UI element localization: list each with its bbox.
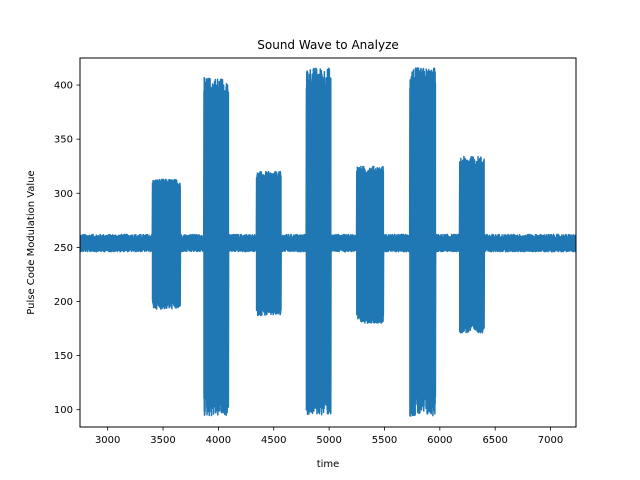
series-line-path bbox=[80, 67, 576, 417]
x-tick-label: 4000 bbox=[206, 435, 231, 446]
x-tick-label: 3000 bbox=[95, 435, 120, 446]
x-axis-ticks: 3000 3500 4000 4500 5000 5500 6000 6500 7000 bbox=[95, 427, 563, 446]
x-tick-label: 5000 bbox=[316, 435, 341, 446]
y-axis-ticks: 100 150 200 250 300 350 400 bbox=[54, 81, 80, 416]
y-tick-label: 150 bbox=[54, 351, 73, 362]
y-axis-label: Pulse Code Modulation Value bbox=[26, 170, 37, 314]
x-tick-label: 7000 bbox=[538, 435, 563, 446]
x-tick-label: 3500 bbox=[150, 435, 175, 446]
y-tick-label: 250 bbox=[54, 243, 73, 254]
y-tick-label: 400 bbox=[54, 81, 73, 92]
plot-frame bbox=[79, 57, 577, 428]
plot-area bbox=[79, 57, 577, 428]
y-tick-label: 100 bbox=[54, 405, 73, 416]
x-tick-label: 6000 bbox=[427, 435, 452, 446]
x-tick-label: 6500 bbox=[482, 435, 507, 446]
x-axis-label: time bbox=[317, 459, 340, 470]
y-tick-label: 350 bbox=[54, 135, 73, 146]
y-tick-label: 200 bbox=[54, 297, 73, 308]
series-line bbox=[80, 67, 576, 417]
chart-title: Sound Wave to Analyze bbox=[257, 38, 399, 52]
y-tick-label: 300 bbox=[54, 189, 73, 200]
x-tick-label: 5500 bbox=[372, 435, 397, 446]
x-tick-label: 4500 bbox=[261, 435, 286, 446]
